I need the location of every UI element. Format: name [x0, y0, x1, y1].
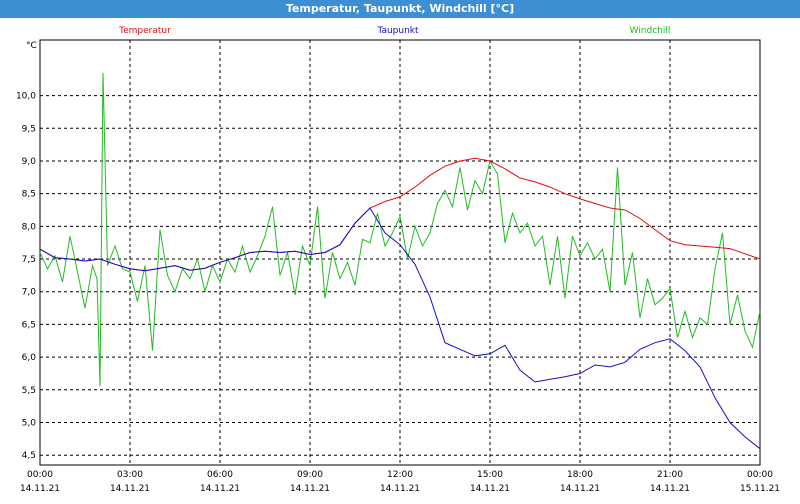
series-lines	[39, 72, 761, 450]
x-tick-time: 00:00	[747, 470, 773, 480]
chart-svg: 4,5 5,0 5,5 6,0 6,5 7,0 7,5 8,0 8,5 9,0 9,5 10,0 00…	[0, 18, 800, 500]
y-tick-label: 5,5	[22, 386, 36, 396]
x-tick-time: 00:00	[27, 470, 53, 480]
y-tick-label: 9,0	[22, 157, 37, 167]
x-tick-date: 14.11.21	[380, 484, 420, 494]
x-tick-date: 14.11.21	[470, 484, 510, 494]
series-line-taupunkt	[39, 207, 761, 450]
legend-windchill: Windchill	[630, 26, 671, 36]
x-tick-date: 15.11.21	[740, 484, 780, 494]
x-tick-date: 14.11.21	[20, 484, 60, 494]
window-title: Temperatur, Taupunkt, Windchill [°C]	[0, 0, 800, 18]
x-tick-time: 12:00	[387, 470, 413, 480]
y-tick-label: 8,5	[22, 190, 36, 200]
series-line-windchill	[39, 72, 761, 387]
chart-frame: 4,5 5,0 5,5 6,0 6,5 7,0 7,5 8,0 8,5 9,0 9,5 10,0 00…	[0, 18, 800, 500]
x-tick-date: 14.11.21	[110, 484, 150, 494]
y-tick-label: 5,0	[22, 419, 37, 429]
x-tick-date: 14.11.21	[200, 484, 240, 494]
y-tick-label: 9,5	[22, 124, 36, 134]
x-tick-date: 14.11.21	[560, 484, 600, 494]
x-tick-time: 15:00	[477, 470, 503, 480]
y-tick-label: 6,5	[22, 320, 36, 330]
y-tick-label: 10,0	[16, 92, 36, 102]
y-tick-label: 6,0	[22, 353, 37, 363]
legend-temperatur: Temperatur	[118, 26, 171, 36]
x-tick-time: 18:00	[567, 470, 593, 480]
y-tick-label: 7,5	[22, 255, 36, 265]
x-tick-time: 09:00	[297, 470, 323, 480]
x-tick-time: 21:00	[657, 470, 683, 480]
legend-taupunkt: Taupunkt	[376, 26, 419, 36]
y-tick-label: 4,5	[22, 451, 36, 461]
x-tick-date: 14.11.21	[650, 484, 690, 494]
y-tick-label: 8,0	[22, 222, 37, 232]
y-tick-label: 7,0	[22, 288, 37, 298]
x-tick-labels: 00:00 14.11.21 03:00 14.11.21 06:00 14.11.21 0…	[20, 470, 780, 494]
legend: Temperatur Taupunkt Windchill	[118, 26, 670, 36]
x-tick-time: 03:00	[117, 470, 143, 480]
x-tick-time: 06:00	[207, 470, 233, 480]
grid-lines	[39, 40, 761, 465]
x-tick-date: 14.11.21	[290, 484, 330, 494]
y-tick-labels: 4,5 5,0 5,5 6,0 6,5 7,0 7,5 8,0 8,5 9,0 9,5 10,0	[16, 92, 36, 462]
y-axis-label: °C	[26, 41, 37, 51]
